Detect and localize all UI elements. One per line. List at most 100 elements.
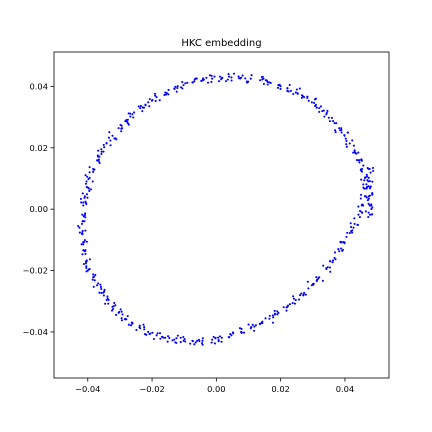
scatter-point [102, 150, 105, 153]
scatter-point [155, 96, 158, 99]
scatter-point [331, 261, 334, 264]
scatter-point [156, 332, 159, 335]
scatter-point [286, 304, 290, 307]
scatter-point [214, 337, 217, 340]
scatter-point [182, 335, 185, 339]
scatter-point [139, 104, 142, 108]
scatter-point [285, 309, 288, 312]
scatter-point [328, 266, 332, 269]
scatter-point [82, 262, 85, 266]
scatter-point [78, 226, 81, 229]
scatter-point [362, 204, 365, 207]
scatter-point [168, 336, 171, 340]
scatter-point [129, 112, 132, 115]
scatter-point [294, 298, 297, 302]
scatter-point [351, 139, 354, 142]
scatter-point [360, 178, 363, 181]
scatter-point [369, 171, 372, 174]
scatter-point [83, 240, 86, 243]
scatter-point [151, 331, 154, 334]
scatter-point [208, 74, 212, 77]
scatter-point [352, 226, 355, 229]
scatter-point [147, 101, 150, 104]
scatter-point [115, 138, 118, 141]
plot-frame [53, 51, 390, 379]
scatter-point [86, 175, 89, 178]
scatter-point [102, 143, 105, 146]
scatter-point [315, 276, 318, 279]
scatter-point [350, 226, 353, 229]
scatter-point [286, 89, 289, 93]
scatter-point [306, 95, 309, 98]
scatter-point [88, 258, 91, 261]
scatter-point [186, 81, 189, 84]
scatter-point [79, 197, 83, 200]
scatter-point [338, 250, 341, 253]
scatter-point [85, 266, 88, 270]
scatter-point [259, 79, 262, 82]
scatter-point [359, 209, 362, 213]
scatter-point [93, 279, 96, 282]
scatter-point [106, 295, 109, 298]
scatter-point [261, 322, 264, 325]
scatter-point [119, 308, 122, 311]
scatter-point [241, 74, 244, 77]
scatter-point [339, 129, 342, 132]
scatter-point [82, 249, 85, 252]
scatter-point [174, 341, 177, 344]
scatter-point [194, 341, 197, 344]
scatter-point [302, 294, 305, 297]
scatter-point [84, 252, 87, 255]
scatter-point [155, 334, 158, 337]
scatter-point [87, 178, 90, 181]
scatter-point [97, 282, 100, 285]
scatter-point [218, 335, 221, 338]
scatter-point [175, 90, 178, 93]
scatter-point [240, 327, 243, 330]
scatter-point [364, 176, 367, 179]
scatter-point [80, 222, 84, 225]
scatter-point [333, 256, 336, 259]
scatter-point [127, 123, 130, 126]
scatter-point [93, 275, 96, 278]
scatter-point [153, 92, 156, 95]
scatter-point [224, 80, 227, 83]
scatter-point [164, 93, 168, 96]
scatter-point [210, 341, 213, 344]
scatter-point [121, 313, 124, 316]
scatter-point [340, 247, 343, 250]
scatter-point [142, 323, 145, 326]
scatter-point [240, 331, 243, 334]
scatter-point [282, 306, 285, 309]
scatter-point [273, 309, 276, 312]
scatter-point [97, 160, 100, 163]
scatter-point [365, 187, 368, 190]
scatter-point [359, 168, 362, 171]
scatter-point [91, 180, 94, 183]
scatter-point [202, 77, 205, 80]
scatter-point [367, 202, 370, 205]
scatter-point [301, 95, 304, 98]
scatter-point [352, 151, 355, 154]
scatter-point [258, 323, 261, 326]
scatter-point [231, 331, 235, 334]
scatter-point [165, 92, 168, 95]
scatter-point [183, 338, 186, 341]
scatter-point [182, 84, 185, 87]
scatter-point [371, 213, 374, 216]
scatter-point [154, 99, 157, 102]
scatter-point [362, 186, 365, 189]
scatter-point [85, 193, 89, 196]
scatter-point [227, 73, 230, 76]
scatter-point [210, 74, 213, 77]
scatter-point [268, 317, 271, 320]
scatter-point [286, 87, 289, 90]
scatter-point [253, 329, 256, 332]
x-axis: −0.04 −0.02 0.00 0.02 0.04 [75, 378, 354, 394]
scatter-point [271, 314, 274, 317]
scatter-point [328, 120, 331, 123]
scatter-point [297, 298, 301, 301]
scatter-point [201, 339, 204, 342]
scatter-point [365, 183, 368, 186]
